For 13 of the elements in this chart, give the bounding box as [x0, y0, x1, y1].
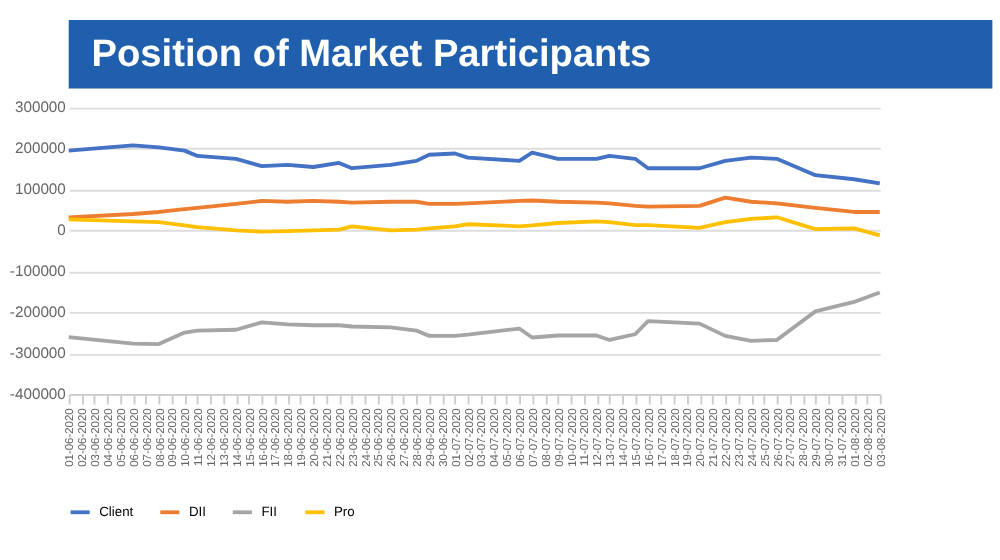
line-series: [66, 143, 882, 186]
y-tick-label: -100000: [9, 262, 66, 281]
y-tick-label: 100000: [14, 180, 66, 199]
y-tick-label: 200000: [14, 139, 66, 158]
y-tick-label: -200000: [9, 302, 66, 321]
line-series: [66, 215, 882, 238]
y-tick-label: 0: [57, 221, 66, 240]
y-tick-label: 300000: [14, 98, 66, 117]
y-tick-label: -300000: [9, 343, 66, 362]
line-series: [66, 290, 882, 346]
line-series: [66, 195, 882, 220]
y-tick-label: -400000: [9, 384, 66, 403]
chart-title: Position of Market Participants: [91, 33, 652, 76]
